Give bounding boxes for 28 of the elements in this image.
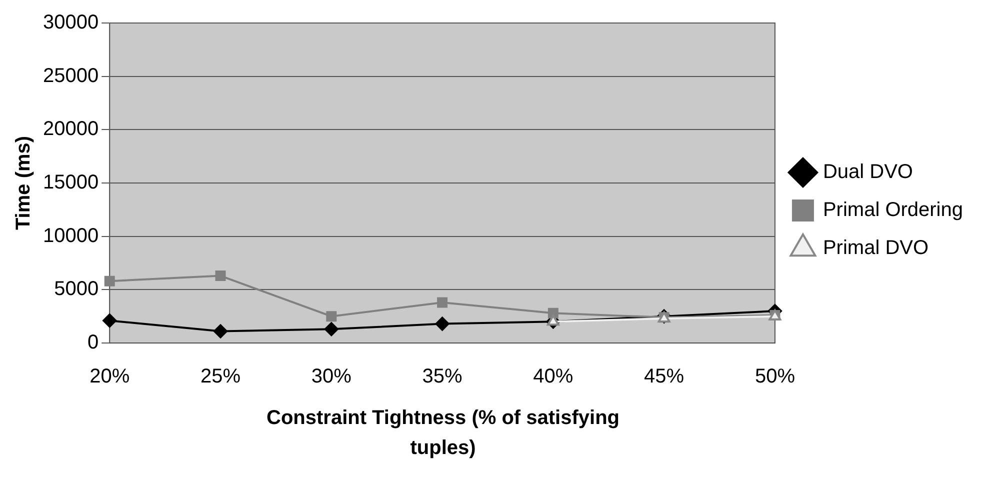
point	[214, 324, 228, 338]
y-tick-label: 25000	[42, 64, 99, 87]
y-tick-label: 0	[87, 332, 99, 354]
point	[215, 270, 226, 282]
point	[102, 314, 117, 328]
point	[546, 314, 560, 326]
y-tick-label: 10000	[42, 224, 99, 247]
x-tick-label: 45%	[644, 366, 684, 388]
point	[326, 311, 337, 322]
x-tick-label: 50%	[754, 366, 796, 388]
legend-label: Primal DVO	[822, 237, 929, 260]
x-tick-label: 35%	[422, 366, 463, 388]
point	[435, 316, 450, 331]
y-tick-label: 5000	[54, 278, 99, 300]
y-tick-label: 15000	[42, 172, 99, 194]
x-tick-label: 25%	[200, 366, 241, 388]
legend-label: Dual DVO	[822, 161, 913, 184]
x-axis-title: Constraint Tightness (% of satisfying tuples)	[266, 406, 620, 461]
y-tick-label: 20000	[42, 118, 99, 140]
y-tick-label: 30000	[42, 12, 99, 34]
legend-label: Primal Ordering	[822, 199, 964, 222]
x-tick-label: 30%	[311, 366, 352, 388]
x-tick-label: 20%	[90, 366, 130, 388]
x-tick-label: 40%	[533, 366, 574, 388]
y-axis-title: Time (ms)	[12, 136, 35, 230]
point	[104, 276, 115, 286]
point	[324, 322, 338, 336]
point	[437, 297, 448, 308]
